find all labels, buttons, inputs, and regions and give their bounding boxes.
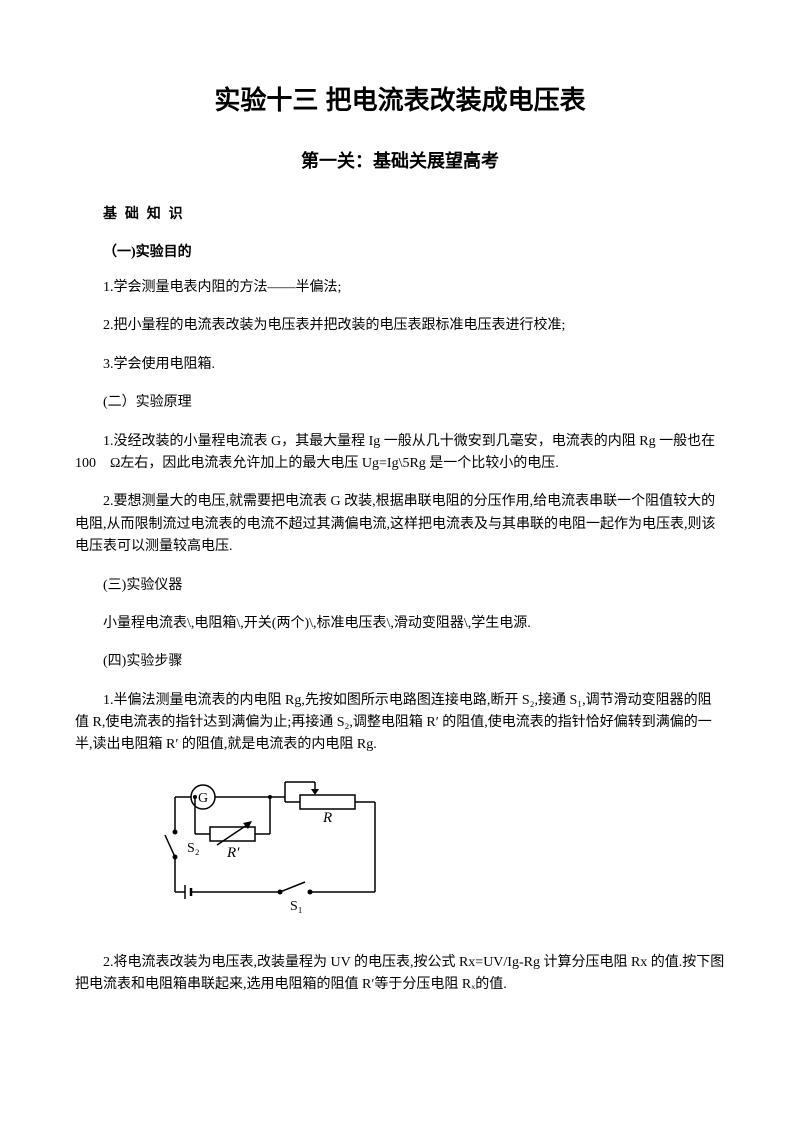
section-header: 基 础 知 识	[75, 203, 725, 223]
purpose-item-1: 1.学会测量电表内阻的方法——半偏法;	[75, 277, 725, 299]
principle-header: (二）实验原理	[75, 392, 725, 414]
purpose-header: （一)实验目的	[75, 241, 725, 261]
instruments-header: (三)实验仪器	[75, 575, 725, 597]
steps-header: (四)实验步骤	[75, 651, 725, 673]
label-r-prime: R′	[226, 845, 240, 861]
label-s1: S₁	[290, 899, 303, 914]
purpose-item-3: 3.学会使用电阻箱.	[75, 354, 725, 376]
label-g: G	[198, 791, 208, 806]
purpose-item-2: 2.把小量程的电流表改装为电压表并把改装的电压表跟标准电压表进行校准;	[75, 315, 725, 337]
instruments-text: 小量程电流表\,电阻箱\,开关(两个)\,标准电压表\,滑动变阻器\,学生电源.	[75, 613, 725, 635]
steps-item-2: 2.将电流表改装为电压表,改装量程为 UV 的电压表,按公式 Rx=UV/Ig-…	[75, 952, 725, 997]
principle-item-2: 2.要想测量大的电压,就需要把电流表 G 改装,根据串联电阻的分压作用,给电流表…	[75, 491, 725, 558]
principle-item-1: 1.没经改装的小量程电流表 G，其最大量程 Ig 一般从几十微安到几毫安，电流表…	[75, 431, 725, 476]
main-title: 实验十三 把电流表改装成电压表	[75, 80, 725, 117]
label-r: R	[322, 810, 332, 826]
label-s2: S₂	[187, 841, 200, 856]
subtitle: 第一关：基础关展望高考	[75, 147, 725, 173]
circuit-diagram: G S₂ S₁ R	[155, 777, 725, 932]
steps-item-1: 1.半偏法测量电流表的内电阻 Rg,先按如图所示电路图连接电路,断开 S₂,接通…	[75, 690, 725, 757]
